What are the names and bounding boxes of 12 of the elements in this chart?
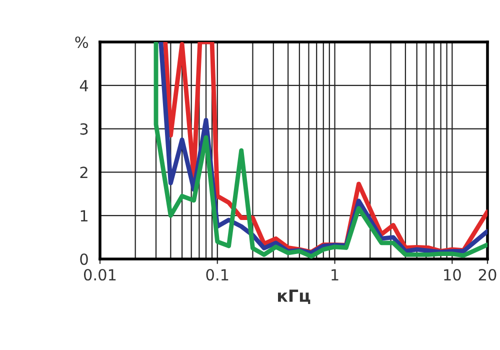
x-tick-label: 10 [444,268,461,281]
x-tick-label: 20 [478,268,496,281]
y-tick-label: 4 [80,80,88,92]
x-axis-title: кГц [278,290,310,304]
x-tick-label: 0.01 [84,268,116,281]
y-tick-label: 1 [80,210,88,222]
x-tick-label: 1 [332,269,338,280]
y-tick-label: 2 [80,166,88,178]
y-tick-label: 3 [80,123,88,135]
y-tick-label: 0 [80,253,88,266]
y-tick-label: % [75,36,88,48]
x-tick-label: 0.1 [206,268,228,281]
